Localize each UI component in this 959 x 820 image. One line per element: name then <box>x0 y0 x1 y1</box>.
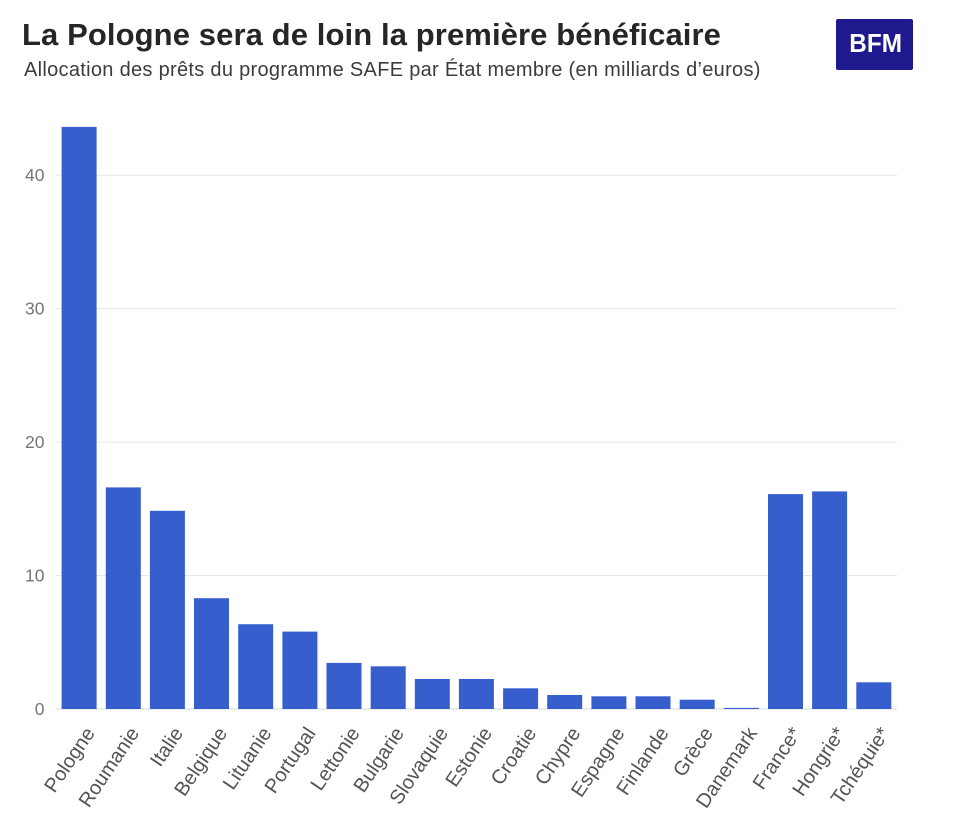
svg-text:40: 40 <box>25 165 45 185</box>
svg-text:20: 20 <box>25 432 45 452</box>
svg-text:10: 10 <box>25 566 45 586</box>
svg-text:Italie: Italie <box>146 723 188 770</box>
svg-text:0: 0 <box>35 699 45 719</box>
svg-text:Estonie: Estonie <box>441 723 497 791</box>
svg-text:30: 30 <box>25 299 45 319</box>
